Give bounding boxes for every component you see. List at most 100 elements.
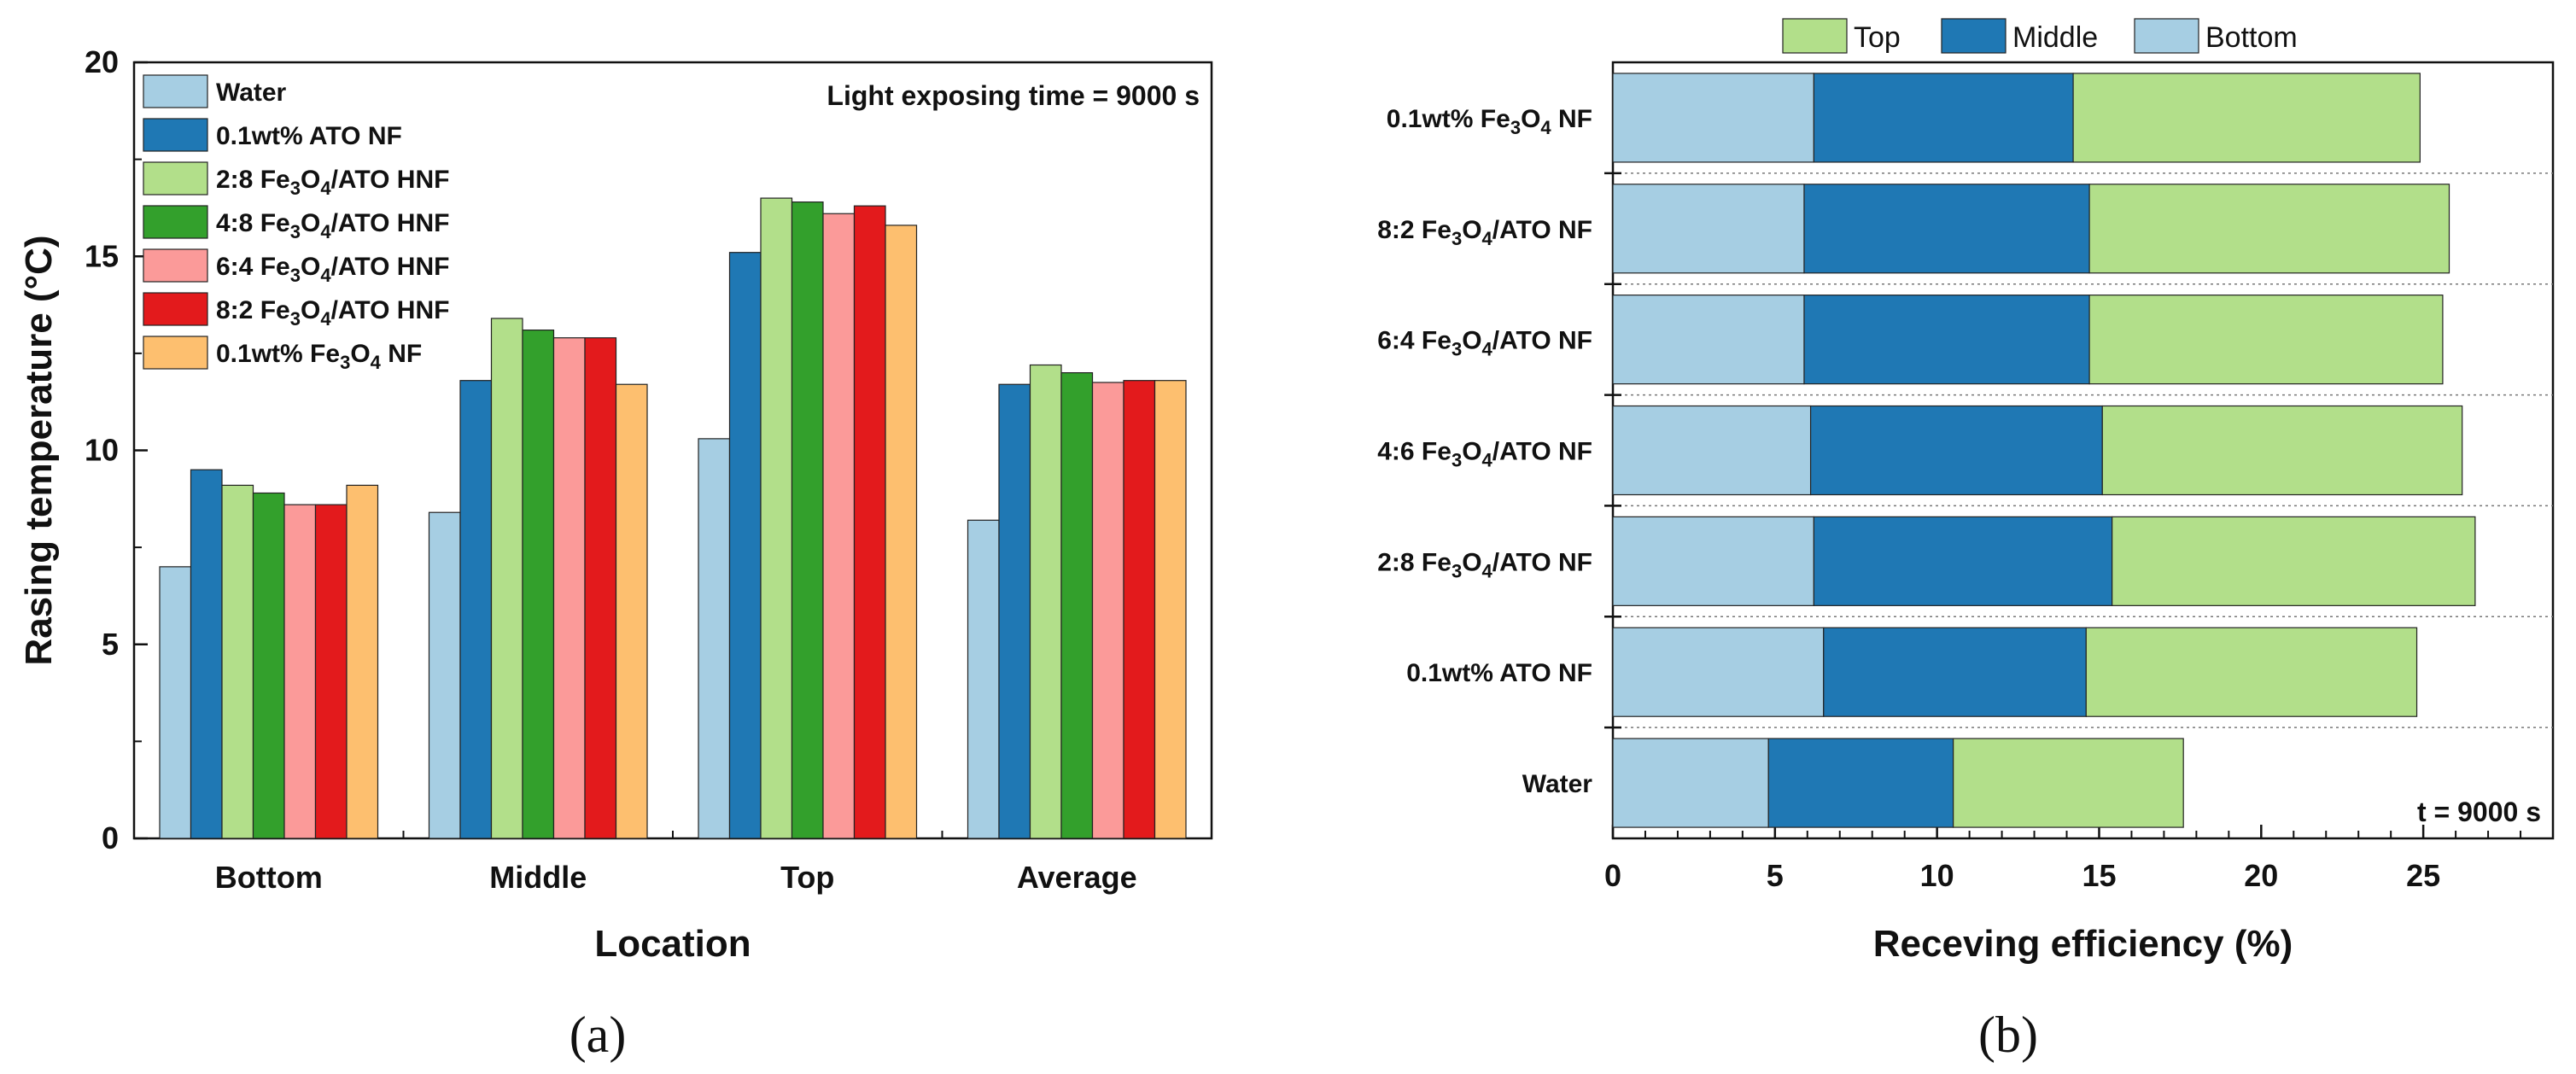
bar-row-4-bottom [1612,295,1805,385]
bar-row-6-middle [1813,73,2074,163]
bar-bottom-series-0 [159,566,192,839]
x-tick-label: 20 [2244,858,2278,893]
legend-label-6-sub1: 3 [340,352,350,373]
annotation-light-time: Light exposing time = 9000 s [827,80,1200,111]
legend-swatch-bottom [2134,18,2199,54]
bar-average-series-4 [1091,382,1124,839]
y-category-label-3-main: 4:6 Fe [1377,438,1452,466]
y-category-label-2-tail: /ATO NF [1492,548,1592,576]
legend-label-6-tail: NF [381,340,422,368]
y-category-label-5: 8:2 Fe3O4/ATO NF [1377,216,1592,249]
legend-swatch-6 [143,336,208,370]
y-tick-label: 0 [102,820,119,855]
y-category-label-5-sub1: 3 [1452,228,1462,249]
bar-row-5-middle [1803,184,2090,274]
y-category-label-4-main: 6:4 Fe [1377,327,1452,355]
bar-row-0-bottom [1612,738,1769,828]
legend-swatch-middle [1941,18,2006,54]
y-category-label-2: 2:8 Fe3O4/ATO NF [1377,548,1592,581]
panel-a-bar-chart: 0 5 10 15 20 Bottom Middle Top Average Location Ra… [18,44,1213,965]
legend-label-2-main: 2:8 Fe [216,166,290,194]
legend-swatch-top [1782,18,1848,54]
bar-row-2-bottom [1612,516,1814,606]
legend-label-3-sub2: 4 [320,221,331,242]
bar-average-series-6 [1154,380,1187,839]
x-axis-label: Receving efficiency (%) [1873,923,2293,965]
annotation-time: t = 9000 s [2417,797,2541,827]
bar-middle-series-6 [615,383,648,839]
legend-label-top: Top [1854,21,1901,54]
y-category-label-4-mid: O [1462,327,1481,355]
bar-middle-series-3 [522,330,555,839]
legend-label-2-mid: O [301,166,320,194]
x-axis-label: Location [594,923,751,965]
legend-label-0: Water [216,79,287,107]
x-tick-label: 0 [1604,858,1621,893]
bar-row-0-middle [1767,738,1954,828]
bar-row-6-top [2072,73,2421,163]
x-tick-label: 10 [1920,858,1954,893]
y-tick-label: 10 [85,433,119,468]
legend-swatch-5 [143,292,208,326]
bar-row-1-top [2085,627,2418,717]
y-category-label-2-sub1: 3 [1452,560,1462,581]
y-category-label-2-main: 2:8 Fe [1377,548,1452,576]
legend-label-2-sub2: 4 [320,178,331,199]
y-category-label-5-sub2: 4 [1482,228,1493,249]
caption-b: (b) [1978,1007,2038,1063]
y-category-label-0: Water [1522,770,1593,798]
legend-label-2: 2:8 Fe3O4/ATO HNF [216,166,449,199]
y-category-label-3-mid: O [1462,438,1481,466]
y-category-label-1-main: 0.1wt% ATO NF [1406,659,1592,687]
y-category-label-4-sub2: 4 [1482,339,1493,360]
y-category-label-0-main: Water [1522,770,1593,798]
legend-label-3-mid: O [301,209,320,237]
bar-middle-series-4 [552,337,586,839]
bar-row-5-top [2088,184,2450,274]
legend-swatch-4 [143,248,208,283]
legend-label-4-main: 6:4 Fe [216,253,290,281]
legend-label-3-main: 4:8 Fe [216,209,290,237]
legend-label-1: 0.1wt% ATO NF [216,122,402,150]
bar-bottom-series-6 [346,484,379,839]
bar-bottom-series-3 [252,492,285,839]
y-category-label-4: 6:4 Fe3O4/ATO NF [1377,327,1592,360]
bar-bottom-series-1 [190,469,223,839]
bar-bottom-series-2 [221,484,254,839]
y-tick-label: 5 [102,627,119,662]
bar-row-3-middle [1809,405,2103,496]
bar-average-series-0 [967,519,1000,839]
bar-row-1-bottom [1612,627,1825,717]
bar-top-series-2 [760,197,793,839]
y-category-label-3-sub2: 4 [1482,450,1493,471]
legend-label-6-sub2: 4 [371,352,382,373]
x-tick-label: 15 [2082,858,2116,893]
bar-average-series-5 [1123,380,1156,839]
legend-swatch-3 [143,205,208,239]
y-category-label-6-sub1: 3 [1510,117,1521,138]
bar-top-series-3 [791,201,824,839]
legend-label-6-mid: O [350,340,370,368]
bar-top-series-0 [698,438,731,839]
y-category-label-6-main: 0.1wt% Fe [1387,105,1510,133]
y-category-label-3: 4:6 Fe3O4/ATO NF [1377,438,1592,471]
bar-row-4-middle [1803,295,2090,385]
bar-row-6-bottom [1612,73,1814,163]
bar-row-2-top [2112,516,2476,606]
y-category-label-2-sub2: 4 [1482,560,1493,581]
legend-label-3: 4:8 Fe3O4/ATO HNF [216,209,449,242]
y-tick-label: 15 [85,238,119,273]
caption-a: (a) [570,1007,627,1063]
y-category-label-6-sub2: 4 [1540,117,1551,138]
legend-label-5-mid: O [301,296,320,324]
legend-swatch-1 [143,118,208,152]
x-tick-label-top: Top [780,860,834,895]
legend-label-1-main: 0.1wt% ATO NF [216,122,402,150]
legend-label-3-sub1: 3 [290,221,301,242]
y-category-label-1: 0.1wt% ATO NF [1406,659,1592,687]
bar-row-1-middle [1823,627,2087,717]
y-category-label-6-mid: O [1521,105,1540,133]
x-tick-label-bottom: Bottom [215,860,323,895]
bar-middle-series-2 [490,318,523,839]
legend-label-2-tail: /ATO HNF [331,166,450,194]
